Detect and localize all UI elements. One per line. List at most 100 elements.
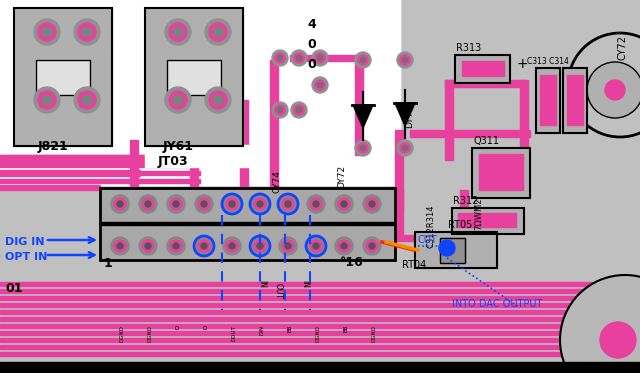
Text: BB: BB: [288, 325, 293, 332]
Circle shape: [307, 237, 325, 255]
Bar: [455, 55, 510, 83]
Circle shape: [82, 27, 92, 37]
Circle shape: [213, 95, 223, 105]
Text: DGND: DGND: [148, 325, 153, 342]
Text: IN: IN: [301, 280, 310, 288]
Circle shape: [78, 91, 96, 109]
Text: 0: 0: [307, 38, 316, 51]
Circle shape: [397, 140, 413, 156]
Circle shape: [285, 201, 291, 207]
Circle shape: [296, 107, 301, 113]
Circle shape: [167, 237, 185, 255]
Text: R312: R312: [453, 196, 478, 206]
Circle shape: [257, 243, 263, 249]
Text: R313: R313: [456, 43, 481, 53]
Circle shape: [294, 105, 304, 115]
Circle shape: [600, 322, 636, 358]
Bar: [0, 0, 400, 180]
Bar: [0, 310, 640, 314]
Bar: [0, 338, 640, 342]
Circle shape: [360, 57, 365, 63]
Circle shape: [278, 107, 282, 113]
Bar: [472, 148, 530, 198]
Bar: [0, 170, 140, 176]
Bar: [460, 190, 468, 240]
Circle shape: [254, 198, 266, 210]
Circle shape: [307, 195, 325, 213]
Bar: [455, 55, 510, 83]
Circle shape: [198, 198, 210, 210]
Circle shape: [312, 77, 328, 93]
Bar: [452, 208, 524, 234]
Bar: [0, 324, 640, 328]
Circle shape: [363, 195, 381, 213]
Text: +: +: [517, 57, 529, 71]
Circle shape: [223, 195, 241, 213]
Circle shape: [338, 198, 350, 210]
Bar: [0, 171, 200, 175]
Text: DGND: DGND: [316, 325, 321, 342]
Circle shape: [251, 237, 269, 255]
Circle shape: [205, 87, 231, 113]
Bar: [290, 55, 360, 61]
Bar: [145, 8, 243, 146]
Bar: [167, 60, 221, 95]
Circle shape: [173, 201, 179, 207]
Text: DGND: DGND: [120, 325, 125, 342]
Text: DIG IN: DIG IN: [5, 237, 45, 247]
Circle shape: [34, 87, 60, 113]
Text: 7ΩWM2: 7ΩWM2: [474, 198, 483, 231]
Bar: [145, 145, 265, 167]
Circle shape: [111, 237, 129, 255]
Bar: [479, 154, 523, 190]
Bar: [0, 0, 400, 185]
Bar: [0, 155, 250, 163]
Circle shape: [78, 23, 96, 41]
Bar: [395, 130, 403, 210]
Text: °16: °16: [340, 256, 364, 269]
Text: RT05: RT05: [448, 220, 472, 230]
Circle shape: [165, 19, 191, 45]
Bar: [536, 68, 560, 133]
Circle shape: [335, 237, 353, 255]
Circle shape: [403, 145, 408, 150]
Bar: [240, 100, 248, 190]
Text: Q311: Q311: [474, 136, 500, 146]
Circle shape: [285, 243, 291, 249]
Bar: [0, 317, 640, 321]
Text: INTO DAC OUTPUT: INTO DAC OUTPUT: [452, 299, 542, 309]
Circle shape: [313, 243, 319, 249]
Text: 1: 1: [104, 257, 113, 270]
Bar: [167, 60, 221, 95]
Circle shape: [341, 243, 347, 249]
Text: D: D: [204, 325, 209, 329]
Circle shape: [229, 243, 235, 249]
Text: CY72: CY72: [617, 35, 627, 60]
Circle shape: [315, 53, 325, 63]
Text: D: D: [176, 325, 181, 329]
Circle shape: [205, 19, 231, 45]
Circle shape: [279, 237, 297, 255]
Bar: [14, 8, 112, 146]
Bar: [415, 232, 497, 268]
Bar: [355, 55, 363, 155]
Bar: [540, 75, 556, 125]
Text: DGND: DGND: [372, 325, 377, 342]
Bar: [395, 190, 403, 240]
Circle shape: [201, 201, 207, 207]
Text: DY71: DY71: [405, 105, 414, 128]
Circle shape: [605, 80, 625, 100]
Circle shape: [278, 56, 282, 60]
Bar: [145, 8, 243, 146]
Text: DIN: DIN: [260, 325, 265, 335]
Circle shape: [145, 243, 151, 249]
Circle shape: [296, 56, 301, 60]
Bar: [14, 8, 112, 146]
Circle shape: [145, 201, 151, 207]
Circle shape: [560, 275, 640, 373]
Circle shape: [213, 27, 223, 37]
Circle shape: [209, 91, 227, 109]
Circle shape: [223, 237, 241, 255]
Circle shape: [195, 195, 213, 213]
Bar: [36, 60, 90, 95]
